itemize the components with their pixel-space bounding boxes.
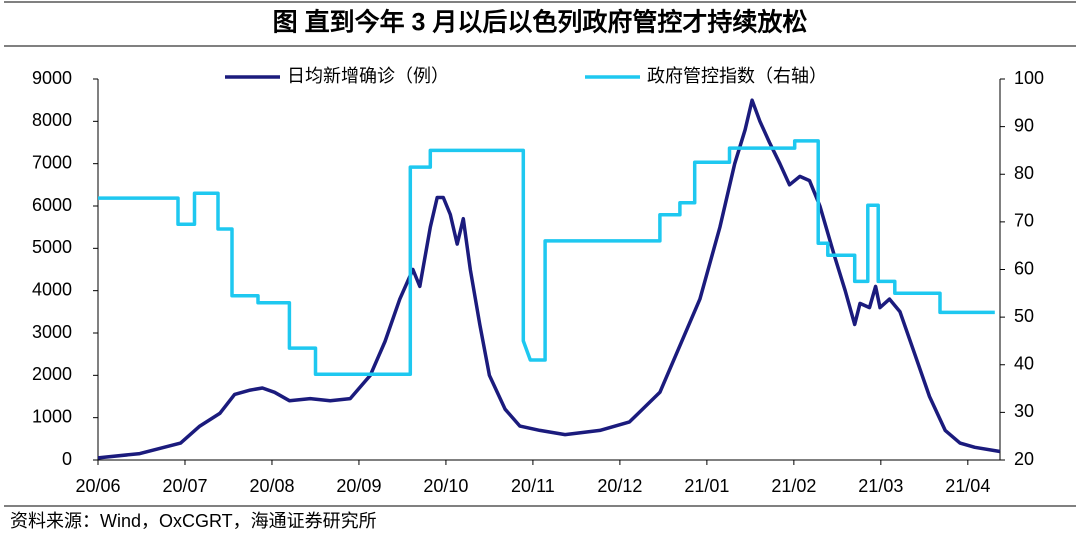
y-tick-label: 8000 [32, 110, 72, 130]
x-tick-label: 20/12 [597, 476, 642, 496]
series-line [97, 98, 1001, 460]
y-tick-label: 7000 [32, 152, 72, 172]
legend-label: 日均新增确诊（例） [287, 66, 449, 86]
y-tick-label: 3000 [32, 322, 72, 342]
x-tick-label: 21/04 [945, 476, 990, 496]
y-tick-label: 6000 [32, 195, 72, 215]
y2-tick-label: 100 [1014, 68, 1044, 88]
x-tick-label: 20/06 [75, 476, 120, 496]
series-line [98, 139, 995, 377]
y-tick-label: 4000 [32, 279, 72, 299]
chart-title: 图 直到今年 3 月以后以色列政府管控才持续放松 [273, 8, 808, 37]
y2-tick-label: 50 [1014, 306, 1034, 326]
x-tick-label: 20/09 [336, 476, 381, 496]
y-tick-label: 0 [62, 449, 72, 469]
x-tick-label: 20/08 [249, 476, 294, 496]
y-tick-label: 9000 [32, 68, 72, 88]
y-tick-label: 2000 [32, 364, 72, 384]
x-tick-label: 21/03 [858, 476, 903, 496]
y2-tick-label: 70 [1014, 211, 1034, 231]
y2-tick-label: 80 [1014, 163, 1034, 183]
y2-tick-label: 90 [1014, 115, 1034, 135]
y2-tick-label: 20 [1014, 449, 1034, 469]
y2-tick-label: 60 [1014, 258, 1034, 278]
source-note: 资料来源：Wind，OxCGRT，海通证券研究所 [10, 511, 377, 531]
x-tick-label: 20/07 [162, 476, 207, 496]
x-tick-label: 20/10 [423, 476, 468, 496]
x-tick-label: 21/02 [771, 476, 816, 496]
x-tick-label: 21/01 [684, 476, 729, 496]
x-tick-label: 20/11 [511, 476, 555, 496]
legend-label: 政府管控指数（右轴） [647, 66, 827, 86]
y-tick-label: 5000 [32, 237, 72, 257]
y2-tick-label: 40 [1014, 354, 1034, 374]
y-tick-label: 1000 [32, 406, 72, 426]
y2-tick-label: 30 [1014, 401, 1034, 421]
